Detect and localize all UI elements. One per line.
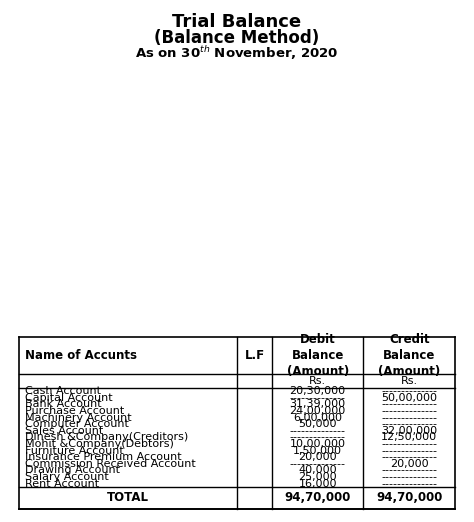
Text: 94,70,000: 94,70,000	[376, 492, 442, 504]
Text: --------------: --------------	[381, 406, 437, 416]
Text: 1,50,000: 1,50,000	[293, 446, 342, 456]
Text: Rs.: Rs.	[401, 376, 418, 386]
Text: Mohit &Company(Debtors): Mohit &Company(Debtors)	[25, 439, 173, 449]
Text: 25,000: 25,000	[298, 472, 337, 482]
Text: Rs.: Rs.	[309, 376, 326, 386]
Text: --------------: --------------	[381, 472, 437, 482]
Text: Purchase Account: Purchase Account	[25, 406, 124, 416]
Text: Computer Account: Computer Account	[25, 419, 128, 429]
Text: Rent Account: Rent Account	[25, 479, 99, 489]
Text: Machinery Account: Machinery Account	[25, 412, 131, 423]
Text: --------------: --------------	[381, 446, 437, 456]
Text: --------------: --------------	[381, 386, 437, 396]
Text: Debit
Balance
(Amount): Debit Balance (Amount)	[287, 333, 349, 378]
Text: Insurance Premium Account: Insurance Premium Account	[25, 452, 181, 462]
Text: --------------: --------------	[381, 439, 437, 449]
Text: 6,00,000: 6,00,000	[293, 412, 342, 423]
Text: Sales Account: Sales Account	[25, 426, 103, 436]
Text: --------------: --------------	[290, 393, 346, 403]
Text: L.F: L.F	[245, 349, 264, 362]
Text: 10,00,000: 10,00,000	[290, 439, 346, 449]
Text: Name of Accunts: Name of Accunts	[25, 349, 137, 362]
Text: --------------: --------------	[290, 459, 346, 469]
Text: 94,70,000: 94,70,000	[284, 492, 351, 504]
Text: --------------: --------------	[381, 452, 437, 462]
Text: 20,000: 20,000	[390, 459, 428, 469]
Text: Furniture Account: Furniture Account	[25, 446, 123, 456]
Text: As on 30$^{th}$ November, 2020: As on 30$^{th}$ November, 2020	[135, 44, 339, 62]
Text: 32,00,000: 32,00,000	[381, 426, 438, 436]
Text: Salary Account: Salary Account	[25, 472, 109, 482]
Text: 20,000: 20,000	[298, 452, 337, 462]
Text: 16,000: 16,000	[299, 479, 337, 489]
Text: --------------: --------------	[381, 466, 437, 476]
Text: --------------: --------------	[381, 412, 437, 423]
Text: --------------: --------------	[381, 479, 437, 489]
Text: --------------: --------------	[290, 426, 346, 436]
Text: --------------: --------------	[290, 432, 346, 443]
Text: --------------: --------------	[381, 399, 437, 409]
Text: Cash Account: Cash Account	[25, 386, 100, 396]
Text: (Balance Method): (Balance Method)	[155, 29, 319, 46]
Text: 40,000: 40,000	[298, 466, 337, 476]
Text: Commission Received Account: Commission Received Account	[25, 459, 195, 469]
Text: 50,000: 50,000	[299, 419, 337, 429]
Text: 12,50,000: 12,50,000	[381, 432, 438, 443]
Text: Capital Account: Capital Account	[25, 393, 112, 403]
Text: Bank Account: Bank Account	[25, 399, 101, 409]
Text: 50,00,000: 50,00,000	[381, 393, 437, 403]
Text: 31,39,000: 31,39,000	[290, 399, 346, 409]
Text: --------------: --------------	[381, 419, 437, 429]
Text: TOTAL: TOTAL	[107, 492, 149, 504]
Text: Trial Balance: Trial Balance	[173, 13, 301, 31]
Text: 24,00,000: 24,00,000	[290, 406, 346, 416]
Text: Credit
Balance
(Amount): Credit Balance (Amount)	[378, 333, 440, 378]
Text: Dinesh &Company(Creditors): Dinesh &Company(Creditors)	[25, 432, 188, 443]
Text: Drawing Account: Drawing Account	[25, 466, 119, 476]
Text: 20,30,000: 20,30,000	[290, 386, 346, 396]
